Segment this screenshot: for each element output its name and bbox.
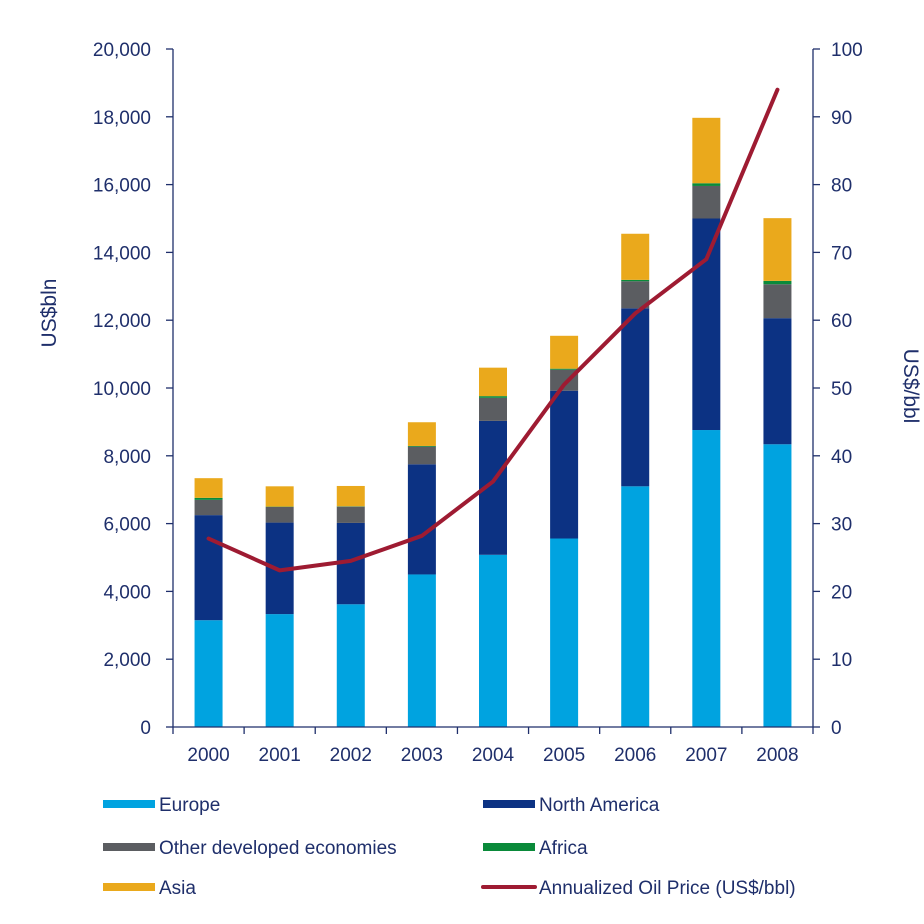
- bar-segment-asia-2005: [550, 335, 579, 369]
- axes-layer: 0 2,000 4,000 6,000 8,000 10,000 12,000 14,000 1…: [93, 40, 863, 766]
- bar-segment-asia-2003: [407, 422, 436, 446]
- bar-segment-other-developed-economies-2007: [692, 185, 721, 219]
- bar-layer: [194, 117, 792, 727]
- bar-segment-other-developed-economies-2003: [407, 446, 436, 465]
- bar-segment-north-america-2003: [407, 464, 436, 575]
- y-tick-label-left: 16,000: [93, 176, 151, 197]
- x-tick-label-2001: 2001: [259, 745, 301, 766]
- y-tick-label-right: 40: [831, 447, 852, 468]
- x-tick-label-2008: 2008: [756, 745, 798, 766]
- bar-segment-asia-2004: [479, 367, 507, 397]
- y-tick-label-right: 0: [831, 718, 842, 739]
- bar-segment-asia-2001: [265, 486, 294, 507]
- y-tick-label-left: 4,000: [103, 582, 151, 603]
- x-tick-label-2002: 2002: [330, 745, 372, 766]
- legend-label-other-developed-economies: Other developed economies: [159, 838, 397, 859]
- x-tick-label-2006: 2006: [614, 745, 656, 766]
- bar-segment-north-america-2005: [550, 390, 579, 539]
- bar-segment-other-developed-economies-2004: [479, 397, 507, 421]
- bar-segment-africa-2003: [407, 445, 436, 447]
- y-axis-title-right: US$/bbl: [899, 349, 922, 424]
- y-tick-label-left: 20,000: [93, 40, 151, 61]
- bar-segment-europe-2007: [692, 430, 721, 727]
- legend-swatch-other-developed-economies: [103, 843, 155, 851]
- bar-segment-asia-2006: [621, 233, 650, 280]
- bar-segment-asia-2008: [763, 218, 792, 281]
- x-tick-label-2007: 2007: [685, 745, 727, 766]
- legend-swatch-asia: [103, 883, 155, 891]
- bar-segment-other-developed-economies-2008: [763, 284, 792, 319]
- legend-swatch-europe: [103, 800, 155, 808]
- y-tick-label-right: 30: [831, 515, 852, 536]
- x-tick-label-2004: 2004: [472, 745, 515, 766]
- legend-label-asia: Asia: [159, 878, 196, 899]
- bar-segment-asia-2000: [194, 478, 223, 498]
- bar-segment-europe-2005: [550, 538, 579, 727]
- y-tick-label-left: 0: [140, 718, 151, 739]
- bar-segment-europe-2008: [763, 444, 792, 727]
- bar-segment-africa-2004: [479, 396, 507, 398]
- y-tick-label-left: 6,000: [103, 515, 151, 536]
- bar-segment-north-america-2008: [763, 318, 792, 445]
- line-layer: [206, 87, 780, 573]
- bar-segment-europe-2001: [265, 614, 294, 727]
- legend: Europe North America Other developed econo…: [103, 795, 796, 899]
- bar-segment-africa-2006: [621, 279, 650, 282]
- bar-segment-africa-2000: [194, 497, 223, 500]
- y-tick-label-right: 20: [831, 582, 852, 603]
- x-tick-label-2000: 2000: [187, 745, 229, 766]
- bar-segment-europe-2002: [336, 604, 365, 727]
- legend-label-north-america: North America: [539, 795, 660, 816]
- bar-segment-europe-2003: [407, 574, 436, 727]
- y-tick-label-right: 90: [831, 108, 852, 129]
- y-tick-label-right: 60: [831, 311, 852, 332]
- bar-segment-europe-2006: [621, 486, 650, 727]
- bar-segment-north-america-2000: [194, 515, 223, 621]
- bar-segment-other-developed-economies-2001: [265, 506, 294, 523]
- y-tick-label-left: 8,000: [103, 447, 151, 468]
- y-tick-label-right: 100: [831, 40, 863, 61]
- legend-label-annualized-oil-price-us-bbl: Annualized Oil Price (US$/bbl): [539, 878, 796, 899]
- y-tick-label-left: 18,000: [93, 108, 151, 129]
- bar-segment-asia-2007: [692, 117, 721, 184]
- y-tick-label-left: 12,000: [93, 311, 151, 332]
- y-tick-label-left: 2,000: [103, 650, 151, 671]
- y-tick-label-right: 70: [831, 243, 852, 264]
- legend-label-europe: Europe: [159, 795, 220, 816]
- bar-segment-europe-2000: [194, 620, 223, 727]
- x-tick-label-2003: 2003: [401, 745, 443, 766]
- y-tick-label-right: 10: [831, 650, 852, 671]
- legend-swatch-north-america: [483, 800, 535, 808]
- bar-segment-africa-2008: [763, 280, 792, 285]
- x-tick-label-2005: 2005: [543, 745, 585, 766]
- legend-swatch-africa: [483, 843, 535, 851]
- y-tick-label-right: 50: [831, 379, 852, 400]
- bar-segment-north-america-2007: [692, 218, 721, 431]
- bar-segment-other-developed-economies-2000: [194, 499, 223, 516]
- oil-price-line: [206, 87, 780, 573]
- bar-segment-africa-2005: [550, 368, 579, 370]
- y-tick-label-right: 80: [831, 176, 852, 197]
- bar-segment-asia-2002: [336, 485, 365, 507]
- y-tick-label-left: 14,000: [93, 243, 151, 264]
- y-axis-title-left: US$bln: [38, 279, 61, 348]
- bar-segment-other-developed-economies-2002: [336, 506, 365, 523]
- legend-label-africa: Africa: [539, 838, 588, 859]
- bar-segment-europe-2004: [479, 554, 507, 727]
- y-tick-label-left: 10,000: [93, 379, 151, 400]
- bar-segment-africa-2007: [692, 183, 721, 186]
- bar-segment-north-america-2006: [621, 308, 650, 487]
